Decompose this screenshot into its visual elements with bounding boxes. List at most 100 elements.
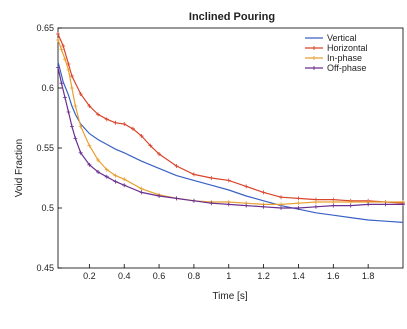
legend-label: Vertical [327,33,357,43]
data-point [261,204,266,209]
data-point [244,184,249,189]
data-point [279,195,284,200]
data-point [139,186,144,191]
series-lines [56,32,405,223]
data-point [226,178,231,183]
data-point [104,174,109,179]
data-point [130,126,135,131]
legend-label: Horizontal [327,43,368,53]
data-point [209,176,214,180]
x-tick-label: 1.2 [257,271,270,281]
data-point [59,47,64,52]
data-point [122,177,127,182]
data-point [157,194,162,198]
data-point [56,65,60,70]
data-point [59,81,64,86]
x-tick-label: 0.4 [118,271,131,281]
data-point [279,202,284,207]
data-point [87,162,92,167]
data-point [113,173,118,178]
data-point [87,104,92,108]
data-point [191,172,196,177]
data-point [174,196,179,201]
plot-area [57,27,404,269]
legend-label: Off-phase [327,63,366,73]
legend-item: Horizontal [305,43,368,53]
series-line [57,67,403,209]
data-point [96,158,101,162]
legend-item: In-phase [305,53,362,63]
data-point [313,204,318,209]
x-tick-label: 1.6 [327,271,340,281]
data-point [69,124,74,129]
data-point [279,206,284,210]
x-tick-label: 1 [226,271,231,281]
data-point [296,196,301,201]
data-point [66,68,71,72]
data-point [78,92,83,96]
data-point [104,167,109,172]
chart-title: Inclined Pouring [189,11,275,23]
data-point [157,152,162,156]
data-point [261,190,266,195]
x-tick-label: 1.4 [292,271,305,281]
x-tick-label: 0.6 [153,271,166,281]
legend-marker [312,46,316,50]
data-point [331,203,336,208]
series-off-phase [56,65,405,210]
data-point [73,136,78,141]
data-point [139,190,144,195]
y-tick-label: 0.45 [36,263,54,273]
data-point [244,203,249,208]
data-point [191,198,196,203]
x-tick-label: 0.2 [83,271,96,281]
data-point [62,95,67,100]
data-point [366,202,371,207]
data-point [296,201,301,206]
data-point [348,200,353,204]
data-point [69,74,74,78]
data-point [96,170,101,174]
x-tick-label: 1.8 [362,271,375,281]
data-point [383,202,388,207]
data-point [148,143,153,148]
data-point [348,203,353,208]
data-point [331,200,336,204]
y-tick-label: 0.55 [36,143,54,153]
data-point [122,122,127,126]
data-point [62,57,67,62]
series-line [57,61,404,223]
data-point [296,206,301,210]
legend-marker [312,56,316,60]
y-axis-label: Void Fraction [14,139,25,197]
data-point [313,200,318,204]
legend-marker [312,66,316,70]
data-point [209,201,214,206]
data-point [69,86,74,90]
data-point [226,202,231,207]
data-point [87,143,92,148]
data-point [139,134,144,138]
legend-label: In-phase [327,53,362,63]
data-point [401,202,405,207]
series-line [57,33,404,204]
data-point [56,32,60,36]
data-point [174,164,179,168]
series-vertical [57,61,404,223]
data-point [78,124,83,129]
data-point [73,104,78,108]
y-tick-label: 0.65 [36,23,54,33]
data-point [56,38,60,42]
y-ticks: 0.45 0.5 0.55 0.6 0.65 [36,23,62,273]
data-point [122,183,127,188]
legend-item: Vertical [305,33,357,43]
y-tick-label: 0.5 [41,203,54,213]
x-axis-label: Time [s] [212,291,247,302]
data-point [66,110,71,114]
data-point [78,150,83,155]
data-point [104,117,109,122]
x-ticks: 0.2 0.4 0.6 0.8 1 1.2 1.4 1.6 1.8 [83,264,374,281]
data-point [61,44,66,48]
